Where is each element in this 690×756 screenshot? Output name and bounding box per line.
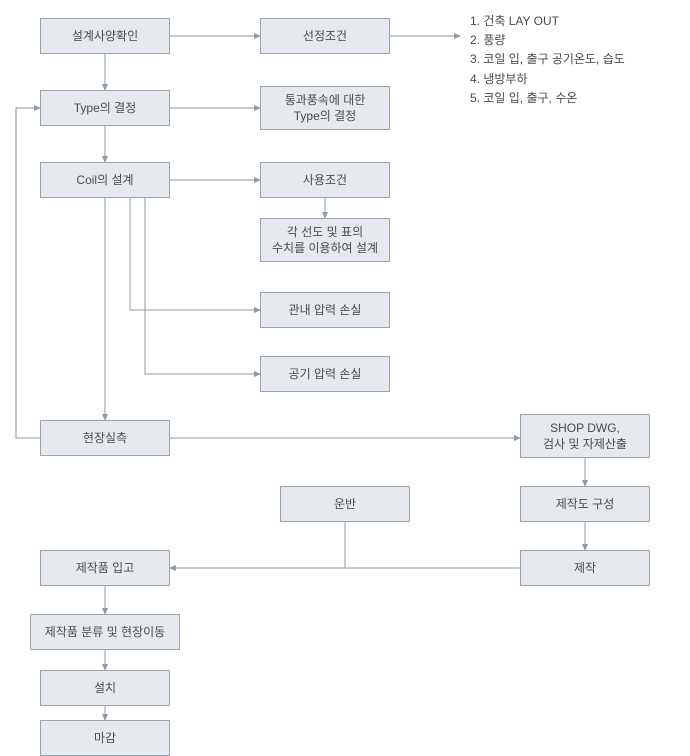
node-site-measure: 현장실측 <box>40 420 170 456</box>
node-design-by-chart: 각 선도 및 표의 수치를 이용하여 설계 <box>260 218 390 262</box>
node-pipe-pressure: 관내 압력 손실 <box>260 292 390 328</box>
flowchart-canvas: 설계사양확인 선정조건 1. 건축 LAY OUT 2. 풍량 3. 코일 입,… <box>0 0 690 750</box>
node-manufacture: 제작 <box>520 550 650 586</box>
node-install: 설치 <box>40 670 170 706</box>
node-usage-cond: 사용조건 <box>260 162 390 198</box>
node-shop-drawing: 제작도 구성 <box>520 486 650 522</box>
node-product-in: 제작품 입고 <box>40 550 170 586</box>
node-type-by-velocity: 통과풍속에 대한 Type의 결정 <box>260 86 390 130</box>
node-coil-design: Coil의 설계 <box>40 162 170 198</box>
node-finish: 마감 <box>40 720 170 756</box>
node-classify-move: 제작품 분류 및 현장이동 <box>30 614 180 650</box>
node-type-decision: Type의 결정 <box>40 90 170 126</box>
node-air-pressure: 공기 압력 손실 <box>260 356 390 392</box>
node-transport: 운반 <box>280 486 410 522</box>
note-conditions-list: 1. 건축 LAY OUT 2. 풍량 3. 코일 입, 출구 공기온도, 습도… <box>470 12 680 102</box>
node-selection-cond: 선정조건 <box>260 18 390 54</box>
node-spec-check: 설계사양확인 <box>40 18 170 54</box>
node-shop-dwg: SHOP DWG, 검사 및 자제산출 <box>520 414 650 458</box>
